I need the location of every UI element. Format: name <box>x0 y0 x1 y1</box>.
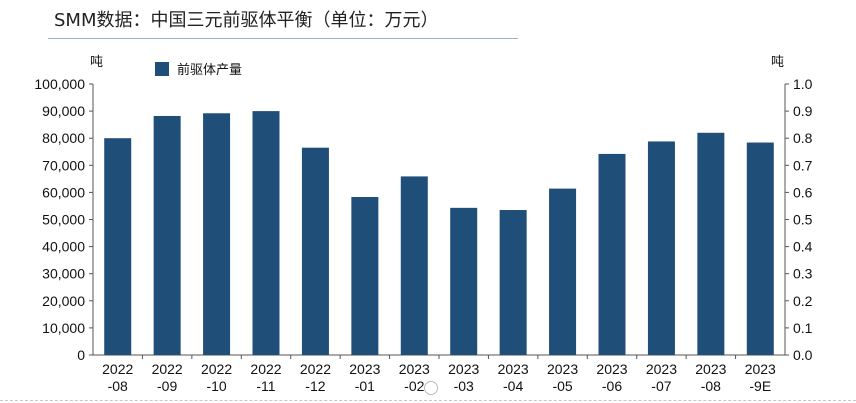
x-tick-label-year: 2022 <box>102 361 133 377</box>
x-tick-label-month: -10 <box>206 378 226 394</box>
left-tick-label: 80,000 <box>42 130 85 146</box>
bar <box>400 176 428 355</box>
right-tick-label: 0.5 <box>793 212 813 228</box>
x-tick-label-year: 2023 <box>646 361 677 377</box>
bar <box>153 115 181 355</box>
left-tick-label: 40,000 <box>42 239 85 255</box>
chart-title: SMM数据：中国三元前驱体平衡（单位：万元） <box>54 10 439 31</box>
right-tick-label: 0.0 <box>793 347 813 363</box>
x-tick-label-year: 2023 <box>547 361 578 377</box>
right-tick-label: 0.2 <box>793 293 813 309</box>
x-tick-label-month: -05 <box>552 378 572 394</box>
x-tick-label-year: 2023 <box>498 361 529 377</box>
bar <box>301 147 329 355</box>
left-tick-label: 0 <box>77 347 85 363</box>
right-axis-unit: 吨 <box>771 55 784 70</box>
left-tick-label: 30,000 <box>42 266 85 282</box>
legend-swatch <box>155 62 169 76</box>
left-tick-label: 100,000 <box>34 76 85 92</box>
x-tick-label-month: -07 <box>651 378 671 394</box>
bar <box>351 197 379 355</box>
x-tick-label-year: 2023 <box>448 361 479 377</box>
x-tick-label-year: 2023 <box>745 361 776 377</box>
x-tick-label-year: 2023 <box>399 361 430 377</box>
x-tick-label-month: -03 <box>454 378 474 394</box>
bar <box>549 188 577 355</box>
title-underline <box>48 38 518 39</box>
bar <box>104 138 132 355</box>
x-tick-label-month: -01 <box>355 378 375 394</box>
left-tick-label: 70,000 <box>42 157 85 173</box>
x-tick-label-year: 2023 <box>695 361 726 377</box>
resize-handle-icon[interactable] <box>424 381 438 395</box>
bar <box>252 111 280 355</box>
x-tick-label-year: 2023 <box>349 361 380 377</box>
right-tick-label: 1.0 <box>793 76 813 92</box>
bar <box>598 153 626 355</box>
bar <box>203 113 231 355</box>
left-tick-label: 20,000 <box>42 293 85 309</box>
x-tick-label-year: 2023 <box>596 361 627 377</box>
bar <box>647 141 675 355</box>
legend-label: 前驱体产量 <box>177 62 242 78</box>
left-tick-label: 10,000 <box>42 320 85 336</box>
left-axis-unit: 吨 <box>90 55 103 70</box>
bar <box>450 207 478 355</box>
x-tick-label-month: -09 <box>157 378 177 394</box>
x-tick-label-month: -04 <box>503 378 523 394</box>
bar <box>499 210 527 355</box>
right-tick-label: 0.4 <box>793 239 813 255</box>
x-tick-label-month: -06 <box>602 378 622 394</box>
x-tick-label-year: 2022 <box>300 361 331 377</box>
right-tick-label: 0.7 <box>793 157 813 173</box>
x-tick-label-month: -02 <box>404 378 424 394</box>
bar <box>697 132 725 355</box>
x-tick-label-month: -9E <box>749 378 771 394</box>
left-tick-label: 90,000 <box>42 103 85 119</box>
x-tick-label-year: 2022 <box>152 361 183 377</box>
x-tick-label-month: -08 <box>701 378 721 394</box>
left-tick-label: 50,000 <box>42 212 85 228</box>
left-tick-label: 60,000 <box>42 184 85 200</box>
right-tick-label: 0.3 <box>793 266 813 282</box>
bar <box>746 142 774 355</box>
right-tick-label: 0.8 <box>793 130 813 146</box>
right-tick-label: 0.9 <box>793 103 813 119</box>
right-tick-label: 0.1 <box>793 320 813 336</box>
x-tick-label-year: 2022 <box>201 361 232 377</box>
x-tick-label-month: -08 <box>108 378 128 394</box>
right-tick-label: 0.6 <box>793 184 813 200</box>
x-tick-label-month: -12 <box>305 378 325 394</box>
x-tick-label-month: -11 <box>256 378 275 394</box>
x-tick-label-year: 2022 <box>250 361 281 377</box>
selection-border <box>0 400 856 401</box>
